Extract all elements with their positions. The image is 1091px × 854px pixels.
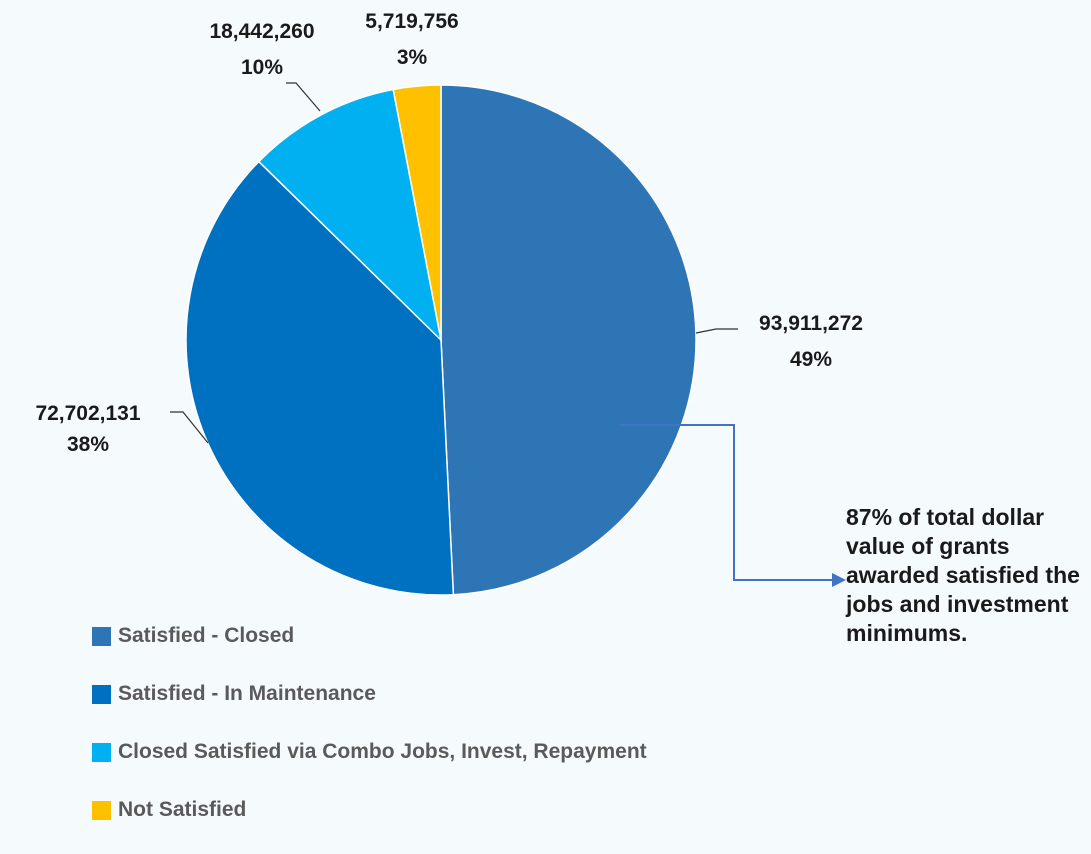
pie-slice-1 — [185, 160, 455, 596]
legend-label: Satisfied - Closed — [118, 624, 295, 647]
legend-swatch — [92, 626, 111, 646]
legend-item-satisfied-in-maintenance: Satisfied - In Maintenance — [92, 680, 647, 708]
legend-label: Satisfied - In Maintenance — [118, 682, 376, 705]
legend-item-combo-satisfied: Closed Satisfied via Combo Jobs, Invest,… — [92, 738, 647, 766]
label-leader-line-1 — [170, 411, 209, 444]
slice-percent-label-1: 38% — [67, 433, 109, 456]
pie-slices — [185, 84, 697, 596]
pie-slice-0 — [440, 84, 697, 596]
legend-swatch — [92, 800, 111, 820]
legend-swatch — [92, 742, 111, 762]
legend-item-not-satisfied: Not Satisfied — [92, 796, 647, 824]
pie-slice-2 — [257, 88, 443, 343]
slice-percent-label-0: 49% — [790, 348, 832, 371]
legend-swatch — [92, 684, 111, 704]
legend-label: Closed Satisfied via Combo Jobs, Invest,… — [118, 740, 647, 763]
slice-value-label-3: 5,719,756 — [365, 10, 458, 33]
legend: Satisfied - Closed Satisfied - In Mainte… — [92, 622, 647, 854]
slice-value-label-1: 72,702,131 — [35, 402, 140, 425]
pie-chart: 93,911,272 49% 72,702,131 38% 18,442,260 10% 5… — [35, 10, 863, 596]
slice-value-label-2: 18,442,260 — [209, 20, 314, 43]
legend-label: Not Satisfied — [118, 798, 247, 821]
callout-leader-line — [620, 424, 832, 581]
legend-item-satisfied-closed: Satisfied - Closed — [92, 622, 647, 650]
callout-arrowhead — [832, 573, 846, 587]
data-labels: 93,911,272 49% 72,702,131 38% 18,442,260 10% 5… — [35, 10, 863, 456]
slice-percent-label-3: 3% — [397, 46, 428, 69]
callout-annotation: 87% of total dollar value of grants awar… — [846, 504, 1080, 646]
label-leader-line-0 — [695, 328, 738, 334]
slice-percent-label-2: 10% — [241, 56, 283, 79]
label-leader-line-2 — [286, 82, 321, 112]
pie-slice-3 — [392, 84, 442, 341]
slice-value-label-0: 93,911,272 — [759, 312, 863, 335]
